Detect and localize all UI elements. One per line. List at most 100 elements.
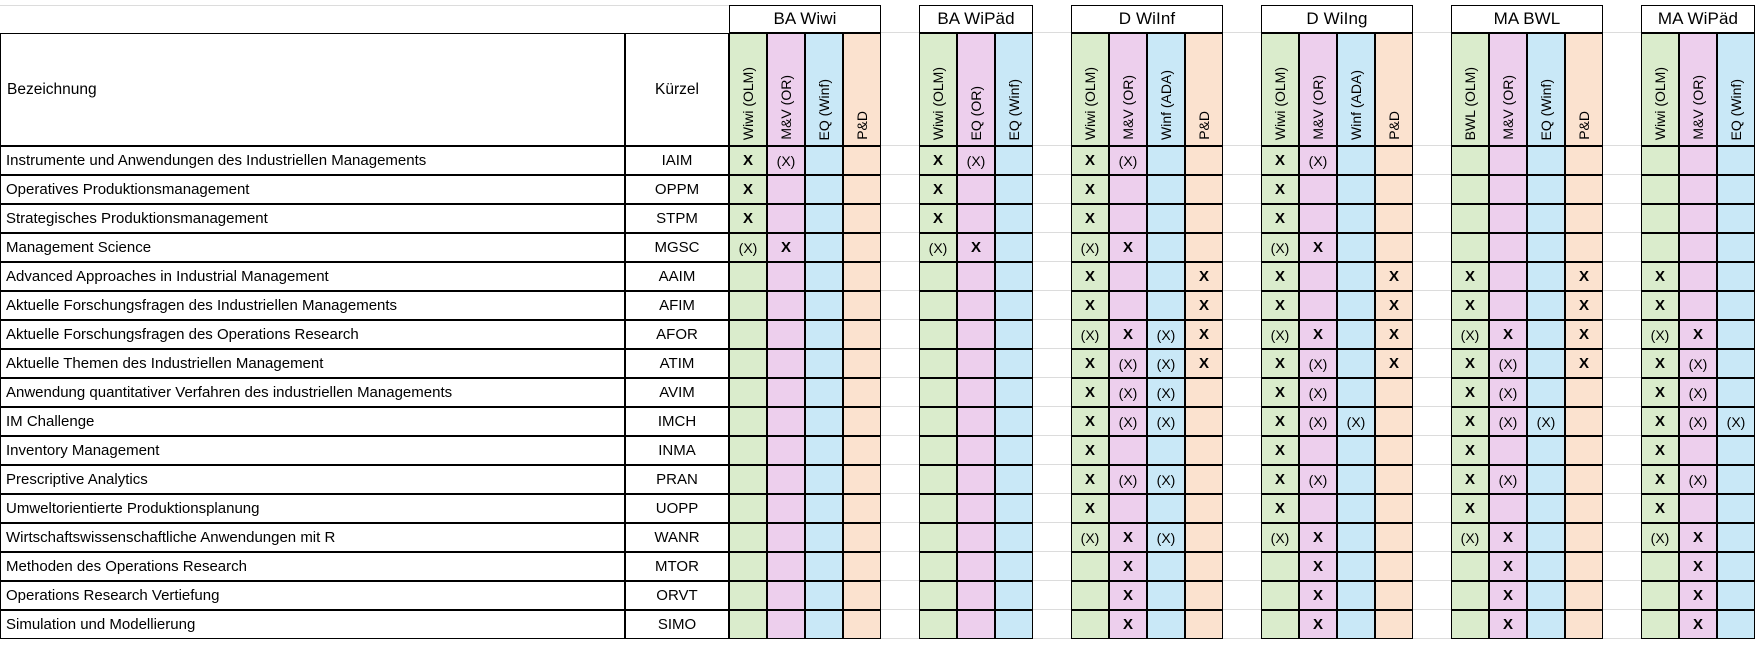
matrix-mark-cell[interactable] [1565,552,1603,581]
matrix-mark-cell[interactable] [919,523,957,552]
matrix-mark-cell[interactable] [767,494,805,523]
matrix-mark-cell[interactable]: (X) [1641,320,1679,349]
matrix-mark-cell[interactable] [1337,349,1375,378]
matrix-mark-cell[interactable] [1185,436,1223,465]
matrix-mark-cell[interactable] [995,262,1033,291]
matrix-mark-cell[interactable] [843,610,881,639]
matrix-mark-cell[interactable] [1337,436,1375,465]
matrix-mark-cell[interactable] [919,378,957,407]
module-code-cell[interactable]: IMCH [625,407,729,436]
module-name-cell[interactable]: Strategisches Produktionsmanagement [0,204,625,233]
matrix-mark-cell[interactable] [1109,262,1147,291]
matrix-mark-cell[interactable] [1375,523,1413,552]
matrix-mark-cell[interactable] [1185,407,1223,436]
matrix-mark-cell[interactable] [1375,581,1413,610]
matrix-mark-cell[interactable] [843,320,881,349]
subcolumn-header-ba-wiwi-p&d[interactable]: P&D [843,33,881,146]
matrix-mark-cell[interactable] [805,146,843,175]
matrix-mark-cell[interactable] [1299,436,1337,465]
matrix-mark-cell[interactable] [805,552,843,581]
matrix-mark-cell[interactable] [1641,175,1679,204]
matrix-mark-cell[interactable]: (X) [1451,523,1489,552]
matrix-mark-cell[interactable] [1565,581,1603,610]
matrix-mark-cell[interactable]: (X) [1147,407,1185,436]
matrix-mark-cell[interactable] [1679,291,1717,320]
matrix-mark-cell[interactable] [1717,204,1755,233]
subcolumn-header-ba-wipäd-wiwi-olm-[interactable]: Wiwi (OLM) [919,33,957,146]
matrix-mark-cell[interactable]: X [1071,262,1109,291]
matrix-mark-cell[interactable]: (X) [1489,378,1527,407]
matrix-mark-cell[interactable] [995,233,1033,262]
matrix-mark-cell[interactable]: X [1261,262,1299,291]
matrix-mark-cell[interactable] [729,465,767,494]
matrix-mark-cell[interactable] [1489,436,1527,465]
matrix-mark-cell[interactable] [1375,436,1413,465]
matrix-mark-cell[interactable] [1109,436,1147,465]
matrix-mark-cell[interactable] [1299,175,1337,204]
module-name-cell[interactable]: Prescriptive Analytics [0,465,625,494]
matrix-mark-cell[interactable]: (X) [1147,465,1185,494]
matrix-mark-cell[interactable]: X [1299,523,1337,552]
matrix-mark-cell[interactable] [1679,233,1717,262]
matrix-mark-cell[interactable] [729,581,767,610]
subcolumn-header-ma-bwl-eq-winf-[interactable]: EQ (Winf) [1527,33,1565,146]
subcolumn-header-d-wiing-wiwi-olm-[interactable]: Wiwi (OLM) [1261,33,1299,146]
module-code-cell[interactable]: WANR [625,523,729,552]
matrix-mark-cell[interactable] [1489,175,1527,204]
matrix-mark-cell[interactable] [1375,175,1413,204]
matrix-mark-cell[interactable]: (X) [1109,407,1147,436]
matrix-mark-cell[interactable]: X [1641,262,1679,291]
module-code-cell[interactable]: MTOR [625,552,729,581]
matrix-mark-cell[interactable] [843,436,881,465]
matrix-mark-cell[interactable]: X [1375,262,1413,291]
matrix-mark-cell[interactable] [767,320,805,349]
matrix-mark-cell[interactable] [1641,204,1679,233]
matrix-mark-cell[interactable] [1527,436,1565,465]
matrix-mark-cell[interactable]: X [1261,494,1299,523]
matrix-mark-cell[interactable]: X [1299,581,1337,610]
matrix-mark-cell[interactable] [843,465,881,494]
matrix-mark-cell[interactable]: X [1375,320,1413,349]
matrix-mark-cell[interactable]: X [729,204,767,233]
subcolumn-header-d-wiinf-winf-ada-[interactable]: Winf (ADA) [1147,33,1185,146]
matrix-mark-cell[interactable] [1375,494,1413,523]
matrix-mark-cell[interactable] [1337,175,1375,204]
matrix-mark-cell[interactable] [1071,610,1109,639]
matrix-mark-cell[interactable] [805,291,843,320]
matrix-mark-cell[interactable] [919,436,957,465]
matrix-mark-cell[interactable] [995,291,1033,320]
matrix-mark-cell[interactable]: (X) [919,233,957,262]
matrix-mark-cell[interactable] [1717,465,1755,494]
matrix-mark-cell[interactable] [843,552,881,581]
matrix-mark-cell[interactable] [1299,204,1337,233]
matrix-mark-cell[interactable] [1451,146,1489,175]
matrix-mark-cell[interactable]: X [1565,291,1603,320]
subcolumn-header-d-wiing-p&d[interactable]: P&D [1375,33,1413,146]
matrix-mark-cell[interactable]: X [957,233,995,262]
matrix-mark-cell[interactable] [805,581,843,610]
matrix-mark-cell[interactable] [957,610,995,639]
matrix-mark-cell[interactable] [995,146,1033,175]
matrix-mark-cell[interactable] [1641,581,1679,610]
matrix-mark-cell[interactable] [1185,378,1223,407]
matrix-mark-cell[interactable]: X [1299,552,1337,581]
module-code-cell[interactable]: ATIM [625,349,729,378]
matrix-mark-cell[interactable]: X [1641,465,1679,494]
matrix-mark-cell[interactable]: X [1261,407,1299,436]
module-code-cell[interactable]: OPPM [625,175,729,204]
matrix-mark-cell[interactable] [767,204,805,233]
module-name-cell[interactable]: Simulation und Modellierung [0,610,625,639]
matrix-mark-cell[interactable] [843,378,881,407]
matrix-mark-cell[interactable] [1717,233,1755,262]
matrix-mark-cell[interactable]: X [1565,349,1603,378]
matrix-mark-cell[interactable]: X [1489,523,1527,552]
matrix-mark-cell[interactable] [767,581,805,610]
matrix-mark-cell[interactable]: X [1109,552,1147,581]
matrix-mark-cell[interactable]: (X) [1071,320,1109,349]
matrix-mark-cell[interactable]: X [1185,262,1223,291]
matrix-mark-cell[interactable] [995,436,1033,465]
matrix-mark-cell[interactable]: X [1641,291,1679,320]
matrix-mark-cell[interactable] [1185,146,1223,175]
matrix-mark-cell[interactable] [1299,291,1337,320]
matrix-mark-cell[interactable]: X [1679,320,1717,349]
